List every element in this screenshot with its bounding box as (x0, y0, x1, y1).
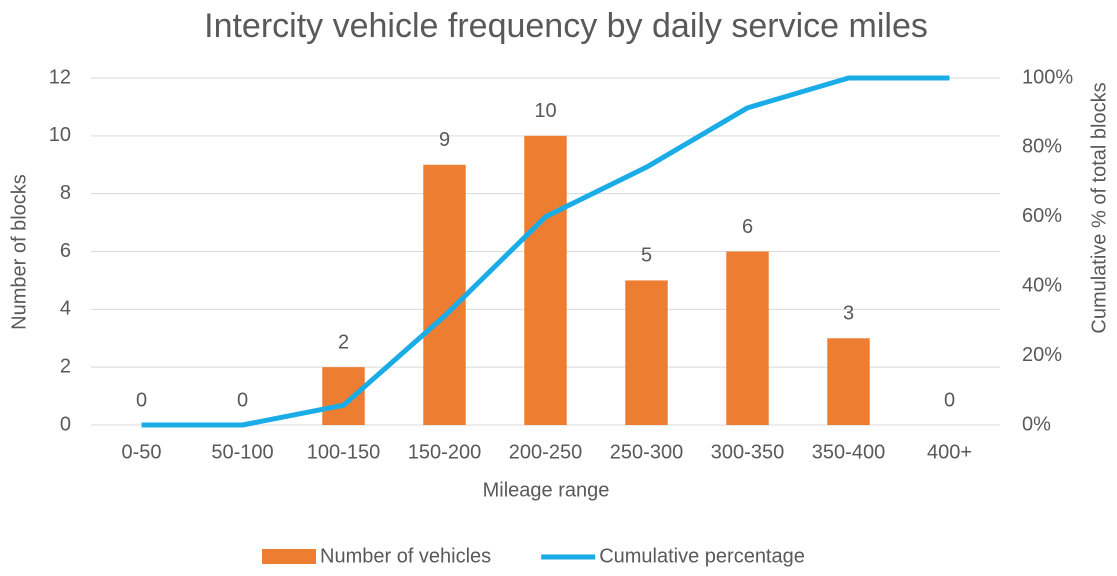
x-tick-label: 50-100 (211, 441, 273, 463)
y2-axis-label: Cumulative % of total blocks (1088, 82, 1110, 333)
bar (827, 338, 870, 425)
data-label: 2 (338, 331, 349, 353)
y-tick-label: 10 (49, 124, 71, 146)
y2-tick-label: 40% (1022, 274, 1062, 296)
y2-tick-label: 0% (1022, 413, 1051, 435)
legend-label: Number of vehicles (320, 545, 491, 567)
x-tick-label: 100-150 (307, 441, 380, 463)
chart-title: Intercity vehicle frequency by daily ser… (204, 7, 928, 45)
bar (524, 135, 567, 426)
data-label: 0 (136, 389, 147, 411)
y2-tick-label: 100% (1022, 66, 1073, 88)
data-label: 9 (439, 129, 450, 151)
bar (625, 280, 668, 425)
y2-tick-label: 60% (1022, 205, 1062, 227)
y-axis-label: Number of blocks (8, 174, 30, 330)
data-label: 0 (237, 389, 248, 411)
data-label: 0 (944, 389, 955, 411)
x-tick-label: 250-300 (610, 441, 683, 463)
data-label: 10 (534, 100, 556, 122)
x-tick-label: 300-350 (711, 441, 784, 463)
y-tick-label: 12 (49, 66, 71, 88)
y2-tick-label: 80% (1022, 136, 1062, 158)
data-label: 3 (843, 303, 854, 325)
x-tick-label: 0-50 (121, 441, 161, 463)
legend-label: Cumulative percentage (599, 545, 805, 567)
x-tick-label: 200-250 (509, 441, 582, 463)
bar (726, 251, 769, 425)
x-tick-label: 400+ (927, 441, 972, 463)
y-tick-label: 6 (60, 240, 71, 262)
y-tick-label: 0 (60, 413, 71, 435)
legend-swatch (262, 549, 316, 564)
data-label: 6 (742, 216, 753, 238)
x-tick-label: 150-200 (408, 441, 481, 463)
x-tick-label: 350-400 (812, 441, 885, 463)
y-tick-label: 8 (60, 182, 71, 204)
bar (322, 367, 365, 425)
data-label: 5 (641, 245, 652, 267)
bar (423, 164, 466, 425)
x-axis-label: Mileage range (483, 479, 610, 501)
y2-tick-label: 20% (1022, 344, 1062, 366)
y-tick-label: 4 (60, 298, 71, 320)
line (141, 75, 950, 428)
y-tick-label: 2 (60, 355, 71, 377)
